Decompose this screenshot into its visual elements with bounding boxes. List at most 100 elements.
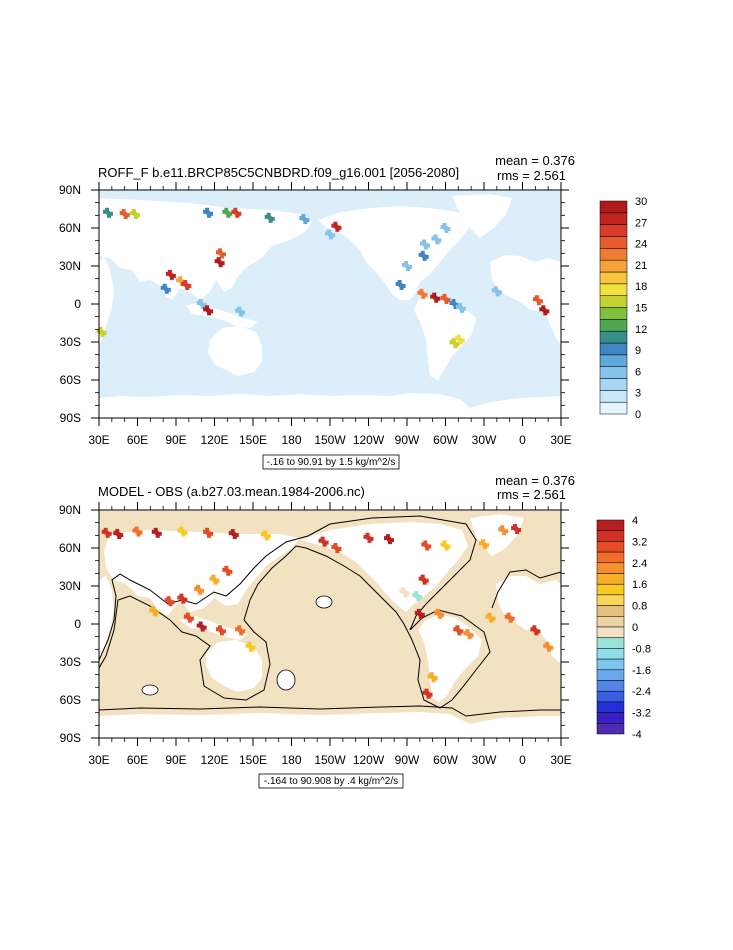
bottom-hotspot-cell — [151, 606, 156, 611]
top-hotspot-cell — [423, 245, 428, 250]
bottom-hotspot-cell — [206, 530, 211, 535]
top-hotspot-cell — [238, 309, 243, 314]
top-hotspot-cell — [495, 292, 500, 297]
bottom-hotspot-cell — [402, 590, 407, 595]
bottom-hotspot-cell — [212, 577, 217, 582]
bottom-hotspot-cell — [238, 628, 243, 633]
top-hotspot-cell — [399, 286, 404, 290]
bottom-colorbar-box — [596, 690, 625, 703]
bottom-hotspot-cell — [231, 532, 236, 537]
top-hotspot-cell — [268, 218, 273, 223]
bottom-hotspot-cell — [199, 624, 204, 629]
bottom-hotspot-cell — [153, 612, 158, 617]
bottom-hotspot-cell — [153, 527, 158, 532]
bottom-hotspot-cell — [423, 540, 428, 545]
bottom-hotspot-cell — [482, 542, 486, 547]
bottom-colorbar-box — [596, 573, 625, 585]
bottom-colorbar-label: -0.8 — [632, 643, 651, 655]
top-map — [96, 189, 562, 419]
bottom-zero-contour — [98, 515, 491, 709]
top-colorbar-box — [599, 401, 628, 415]
top-hotspot-cell — [421, 294, 426, 299]
bottom-hotspot-cell — [483, 545, 487, 550]
top-hotspot-cell — [218, 263, 223, 268]
top-hotspot-cell — [432, 292, 437, 297]
top-hotspot-cell — [239, 312, 244, 317]
top-hotspot-cell — [335, 227, 340, 232]
top-hotspot-cell — [302, 217, 307, 222]
bottom-hotspot-cell — [200, 627, 205, 632]
top-hotspot-cell — [235, 213, 240, 218]
bottom-hotspot-cell — [532, 625, 537, 630]
bottom-hotspot-cell — [387, 537, 392, 542]
bottom-x-tick-label: 60W — [433, 753, 458, 767]
bottom-mean-label: mean = 0.376 — [495, 473, 575, 488]
top-hotspot-cell — [541, 305, 546, 310]
top-y-tick-label: 0 — [74, 297, 81, 311]
bottom-colorbar-box — [596, 519, 625, 531]
top-hotspot-cell — [98, 326, 103, 331]
bottom-hotspot-cell — [116, 532, 121, 537]
bottom-hotspot-cell — [115, 529, 120, 534]
bottom-hotspot-cell — [388, 540, 393, 545]
bottom-colorbar-box — [596, 594, 625, 606]
top-north-america — [318, 206, 470, 300]
bottom-hotspot-cell — [365, 532, 370, 537]
bottom-hotspot-cell — [213, 580, 218, 585]
top-x-tick-label: 60E — [127, 433, 148, 447]
bottom-hotspot-cell — [196, 584, 201, 589]
bottom-hotspot-cell — [546, 644, 551, 649]
top-antarctica — [99, 393, 561, 418]
top-hotspot-cell — [218, 251, 223, 256]
top-x-tick-label: 120W — [353, 433, 385, 447]
bottom-hotspot-cell — [416, 597, 421, 602]
top-axes: 30E 60E 90E 120E 150E 180 150W 120W 90W 60W 30W 0 30… — [59, 182, 572, 447]
top-hotspot-cell — [421, 253, 426, 258]
bottom-island-kerguelen — [141, 684, 159, 696]
top-colorbar-box — [599, 307, 628, 320]
bottom-hotspot-cell — [456, 628, 461, 633]
top-colorbar-box — [599, 212, 628, 225]
top-hotspot-cell — [237, 306, 242, 311]
top-x-tick-label: 30W — [472, 433, 497, 447]
bottom-hotspot-cell — [418, 614, 423, 619]
bottom-hotspot-cell — [135, 529, 140, 534]
top-hotspot-cell — [406, 267, 410, 271]
top-hotspot-cell — [226, 213, 231, 218]
top-colorbar-label: 24 — [635, 239, 647, 251]
bottom-hotspot-cell — [225, 568, 230, 573]
bottom-hotspot-cell — [247, 641, 252, 646]
bottom-x-tick-label: 90E — [165, 753, 186, 767]
bottom-hotspot-cell — [507, 615, 512, 620]
bottom-x-tick-label: 90W — [395, 753, 420, 767]
top-hotspot-cell — [493, 286, 498, 291]
bottom-rms-label: rms = 2.561 — [497, 487, 566, 502]
top-hotspot-cell — [224, 207, 229, 212]
top-x-tick-label: 60W — [433, 433, 458, 447]
bottom-x-tick-label: 120E — [200, 753, 228, 767]
bottom-range-box: -.164 to 90.908 by .4 kg/m^2/s — [258, 773, 404, 789]
bottom-eurasia — [104, 530, 300, 616]
bottom-hotspot-cell — [217, 625, 222, 630]
bottom-hotspot-cell — [180, 529, 185, 534]
top-x-tick-label: 0 — [519, 433, 526, 447]
top-hotspot-cell — [100, 332, 105, 337]
bottom-hotspot-cell — [514, 527, 519, 531]
bottom-hotspot-cell — [467, 635, 472, 640]
top-south-america — [414, 294, 476, 380]
bottom-colorbar-box — [596, 583, 625, 596]
bottom-hotspot-cell — [224, 565, 229, 570]
bottom-colorbar-box — [596, 658, 625, 671]
top-y-tick-label: 90S — [60, 411, 81, 425]
bottom-x-tick-label: 30E — [88, 753, 109, 767]
bottom-island-nz — [276, 669, 296, 691]
bottom-hotspot-cell — [237, 625, 242, 630]
top-hotspot-cell — [398, 283, 403, 287]
bottom-colorbar-label: 0.8 — [632, 601, 647, 613]
top-hotspot-cell — [494, 289, 499, 294]
top-hotspot-cell — [420, 291, 425, 296]
bottom-hotspot-cell — [239, 631, 244, 636]
top-hotspot-cell — [420, 250, 425, 255]
bottom-range-label: -.164 to 90.908 by .4 kg/m^2/s — [264, 776, 398, 787]
top-mean-label: mean = 0.376 — [495, 153, 575, 168]
